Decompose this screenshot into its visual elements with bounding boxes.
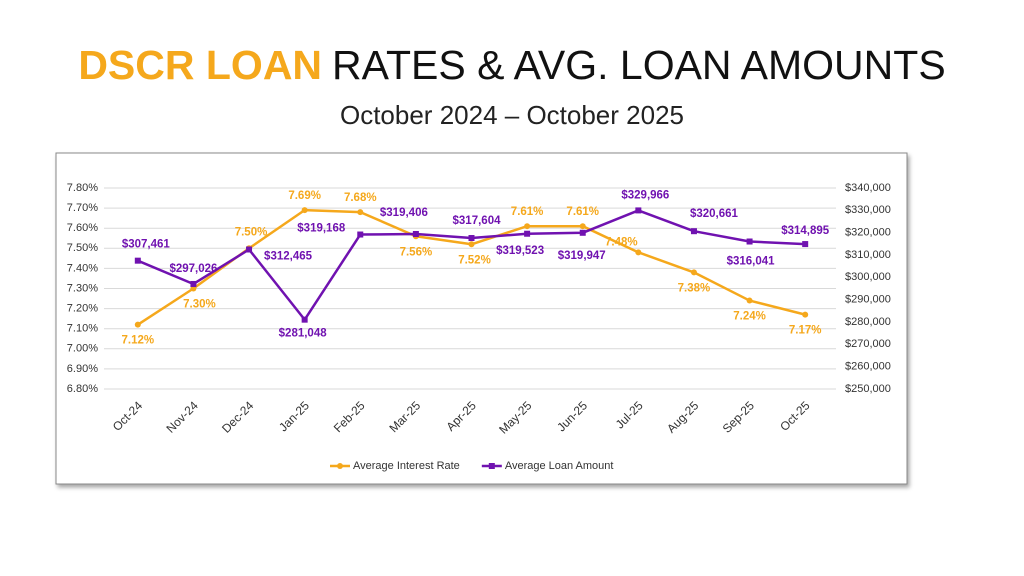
legend-label: Average Interest Rate [353, 460, 460, 472]
point-marker [190, 280, 197, 287]
point-marker [134, 257, 141, 264]
data-label: $320,661 [690, 208, 739, 220]
point-marker [357, 231, 364, 238]
legend-marker [337, 463, 343, 469]
y-tick-label: 7.80% [67, 182, 98, 194]
point-marker [690, 269, 697, 276]
y-tick-label: 7.50% [67, 242, 98, 254]
plot-area: 6.80% 6.90% 7.00% 7.10% 7.20% 7.30% 7.40% 7.50%… [67, 182, 891, 472]
data-label: $319,406 [380, 207, 428, 219]
data-label: 7.61% [511, 206, 544, 218]
point-marker [802, 311, 809, 318]
point-marker [468, 235, 475, 242]
data-label: 7.24% [733, 311, 766, 323]
point-marker [579, 223, 586, 230]
data-label: $307,461 [122, 239, 171, 251]
data-label: $317,604 [453, 215, 502, 227]
y2-tick-label: $250,000 [845, 383, 891, 395]
chart-title: DSCR LOAN RATES & AVG. LOAN AMOUNTS [78, 42, 945, 88]
data-label: $319,168 [297, 223, 346, 235]
data-label: 7.12% [122, 335, 155, 347]
data-label: 7.69% [288, 190, 321, 202]
point-marker [468, 241, 475, 248]
data-label: 7.38% [678, 282, 711, 294]
y-tick-label: 6.80% [67, 383, 98, 395]
y-tick-label: 7.70% [67, 202, 98, 214]
data-label: $329,966 [621, 189, 669, 201]
point-marker [190, 285, 197, 292]
point-marker [635, 249, 642, 256]
point-marker [301, 207, 308, 214]
y-tick-label: 7.10% [67, 323, 98, 335]
y-tick-label: 7.20% [67, 303, 98, 315]
data-label: $312,465 [264, 251, 313, 263]
title-highlight: DSCR LOAN [78, 42, 322, 88]
y2-tick-label: $300,000 [845, 271, 891, 283]
data-label: 7.56% [400, 246, 433, 258]
point-marker [635, 207, 642, 214]
data-label: 7.52% [458, 254, 491, 266]
point-marker [134, 321, 141, 328]
data-label: 7.48% [605, 236, 638, 248]
y2-tick-label: $270,000 [845, 338, 891, 350]
y-tick-label: 7.30% [67, 282, 98, 294]
chart-frame [55, 152, 908, 485]
point-marker [746, 238, 753, 245]
y2-tick-label: $260,000 [845, 361, 891, 373]
data-label: $319,523 [496, 245, 544, 257]
point-marker [524, 230, 531, 237]
data-label: 7.30% [183, 299, 216, 311]
y-tick-label: 6.90% [67, 363, 98, 375]
data-label: 7.61% [566, 206, 599, 218]
data-label: 7.50% [235, 226, 268, 238]
y2-tick-label: $290,000 [845, 294, 891, 306]
point-marker [357, 209, 364, 216]
y-tick-label: 7.40% [67, 262, 98, 274]
data-label: $319,947 [558, 250, 606, 262]
point-marker [524, 223, 531, 230]
point-marker [246, 246, 253, 253]
data-label: $281,048 [279, 328, 328, 340]
title-rest: RATES & AVG. LOAN AMOUNTS [332, 42, 946, 88]
y2-tick-label: $310,000 [845, 249, 891, 261]
y2-tick-label: $340,000 [845, 182, 891, 194]
y-tick-label: 7.00% [67, 343, 98, 355]
data-label: 7.68% [344, 192, 377, 204]
legend-label: Average Loan Amount [505, 460, 614, 472]
point-marker [802, 241, 809, 248]
point-marker [301, 316, 308, 323]
legend-marker [488, 463, 495, 469]
data-label: $314,895 [781, 225, 830, 237]
y2-tick-label: $280,000 [845, 316, 891, 328]
y2-tick-label: $330,000 [845, 204, 891, 216]
point-marker [579, 229, 586, 236]
point-marker [412, 230, 419, 237]
y-tick-label: 7.60% [67, 222, 98, 234]
data-label: 7.17% [789, 325, 822, 337]
data-label: $297,026 [169, 263, 217, 275]
chart-subtitle: October 2024 – October 2025 [340, 100, 684, 130]
data-label: $316,041 [727, 256, 776, 268]
y2-tick-label: $320,000 [845, 227, 891, 239]
point-marker [690, 228, 697, 235]
point-marker [746, 297, 753, 304]
